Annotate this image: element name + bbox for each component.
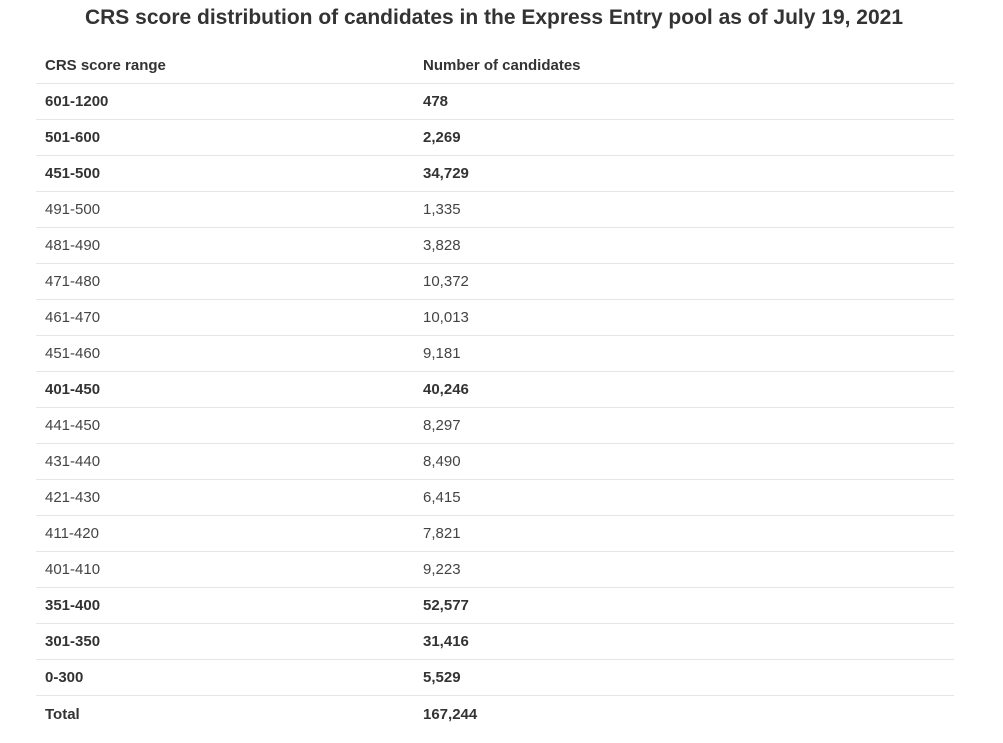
candidate-count-cell: 6,415 [423, 489, 461, 506]
score-range-cell: 481-490 [45, 237, 101, 254]
table-row: 451-500 34,729 [36, 156, 954, 192]
table-row: 481-490 3,828 [36, 228, 954, 264]
candidate-count-cell: 167,244 [423, 705, 478, 723]
score-range-cell: 461-470 [45, 309, 101, 326]
score-range-cell: 491-500 [45, 201, 101, 218]
score-range-cell: 501-600 [45, 129, 101, 146]
column-header-score-range: CRS score range [45, 56, 166, 74]
table-row: 491-500 1,335 [36, 192, 954, 228]
score-range-cell: 601-1200 [45, 93, 109, 110]
table-row: 351-400 52,577 [36, 588, 954, 624]
table-header-row: CRS score range Number of candidates [36, 47, 954, 84]
table-row: 461-470 10,013 [36, 300, 954, 336]
candidate-count-cell: 478 [423, 93, 449, 110]
score-range-cell: 401-410 [45, 561, 101, 578]
candidate-count-cell: 31,416 [423, 633, 469, 650]
candidate-count-cell: 10,013 [423, 309, 469, 326]
candidate-count-cell: 8,297 [423, 417, 461, 434]
candidate-count-cell: 52,577 [423, 597, 469, 614]
score-range-cell: Total [45, 705, 80, 723]
table-row: 401-410 9,223 [36, 552, 954, 588]
score-range-cell: 301-350 [45, 633, 101, 650]
table-row: 421-430 6,415 [36, 480, 954, 516]
table-row: 401-450 40,246 [36, 372, 954, 408]
candidate-count-cell: 2,269 [423, 129, 461, 146]
candidate-count-cell: 9,223 [423, 561, 461, 578]
score-range-cell: 441-450 [45, 417, 101, 434]
table-row: 431-440 8,490 [36, 444, 954, 480]
table-row: 411-420 7,821 [36, 516, 954, 552]
table-row: 601-1200 478 [36, 84, 954, 120]
candidate-count-cell: 5,529 [423, 669, 461, 686]
score-range-cell: 411-420 [45, 525, 99, 542]
page-title: CRS score distribution of candidates in … [84, 6, 904, 29]
score-range-cell: 471-480 [45, 273, 101, 290]
candidate-count-cell: 10,372 [423, 273, 469, 290]
score-range-cell: 451-500 [45, 165, 101, 182]
table-row: 441-450 8,297 [36, 408, 954, 444]
table-body: 601-1200 478 501-600 2,269 451-500 34,729 491-… [36, 84, 954, 732]
table-total-row: Total 167,244 [36, 696, 954, 732]
crs-distribution-table: CRS score range Number of candidates 601… [36, 47, 954, 732]
candidate-count-cell: 8,490 [423, 453, 461, 470]
score-range-cell: 401-450 [45, 381, 101, 398]
candidate-count-cell: 40,246 [423, 381, 469, 398]
score-range-cell: 351-400 [45, 597, 101, 614]
table-row: 451-460 9,181 [36, 336, 954, 372]
candidate-count-cell: 9,181 [423, 345, 461, 362]
table-row: 471-480 10,372 [36, 264, 954, 300]
table-row: 0-300 5,529 [36, 660, 954, 696]
score-range-cell: 0-300 [45, 669, 84, 686]
score-range-cell: 431-440 [45, 453, 101, 470]
score-range-cell: 451-460 [45, 345, 101, 362]
candidate-count-cell: 1,335 [423, 201, 461, 218]
table-row: 301-350 31,416 [36, 624, 954, 660]
candidate-count-cell: 34,729 [423, 165, 469, 182]
column-header-candidates: Number of candidates [423, 56, 581, 74]
candidate-count-cell: 7,821 [423, 525, 461, 542]
table-row: 501-600 2,269 [36, 120, 954, 156]
candidate-count-cell: 3,828 [423, 237, 461, 254]
score-range-cell: 421-430 [45, 489, 101, 506]
